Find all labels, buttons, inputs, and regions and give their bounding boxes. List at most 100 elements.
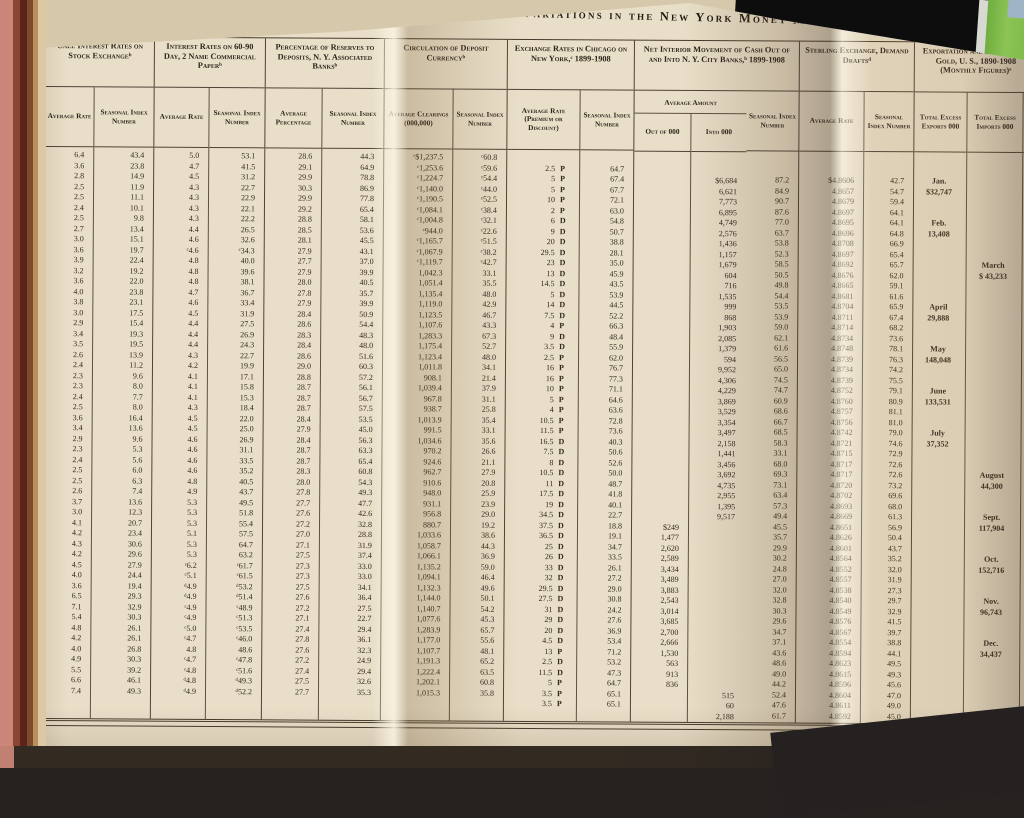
- column-call_avg: Average Rate 6.4 3.6 2.8 2.5 2.5 2.4 2.5 2.7 3.0 3…: [42, 87, 94, 718]
- cell: 21.4: [481, 373, 496, 383]
- cell: 22.9: [240, 193, 256, 203]
- cell: 39.6: [240, 266, 255, 276]
- cell: [799, 155, 863, 166]
- cell: 45.6: [887, 680, 902, 690]
- cell: [912, 565, 964, 576]
- cell: 65.2: [480, 656, 495, 666]
- cell: [914, 155, 966, 166]
- cell: 4.8601: [829, 543, 852, 553]
- cell: ᵈ4.9: [184, 591, 197, 601]
- month-label: April: [929, 302, 948, 312]
- cell: 27.9: [481, 467, 496, 477]
- month-label: March: [981, 260, 1005, 270]
- column-header-imp: Total Excess Imports 000: [967, 92, 1023, 153]
- column-body-call_avg: 6.4 3.6 2.8 2.5 2.5 2.4 2.5 2.7 3.0 3.6 3.9 3.2 3.6 4…: [42, 147, 93, 717]
- cell: 3,014: [660, 606, 679, 616]
- cell: 5.3: [187, 507, 198, 517]
- cell: 3,883: [660, 585, 679, 595]
- column-header-int_idx: Seasonal Index Number: [746, 91, 799, 152]
- column-body-int_idx: 87.2 84.9 90.7 87.6 77.0 63.7 53.8 52.3 58.5 50.5…: [743, 151, 798, 721]
- cell: [964, 660, 1019, 671]
- cell: 49.5: [239, 497, 254, 507]
- cell: 28.0: [297, 277, 312, 287]
- month-label: Nov.: [983, 596, 999, 606]
- cell: 30.2: [772, 553, 787, 563]
- cell: [913, 418, 965, 429]
- cell: 65.4: [359, 204, 374, 214]
- cell: 6.5: [71, 591, 82, 601]
- column-body-exp: Jan. $32,747 Feb. 13,408 April 29,888 May 148,0…: [911, 152, 966, 722]
- cell: 34.7: [772, 626, 787, 637]
- cell: 20 D: [546, 237, 566, 247]
- cell: 28.3: [297, 330, 312, 340]
- cell: [911, 617, 963, 628]
- cell: 27.8: [297, 288, 312, 298]
- cell: 4.8760: [830, 396, 853, 406]
- cell: [967, 219, 1022, 230]
- cell: 32.0: [772, 584, 787, 595]
- column-header-stg_idx: Seasonal Index Number: [864, 92, 914, 153]
- cell: 2.5: [74, 181, 85, 191]
- cell: 29.0: [296, 361, 312, 371]
- cell: 913: [666, 669, 679, 679]
- cell: [634, 218, 690, 229]
- cell: [1020, 681, 1024, 692]
- cell: [967, 208, 1022, 219]
- cell: 12.3: [128, 507, 143, 517]
- cell: 37.0: [359, 256, 374, 267]
- cell: ᵈ4.8: [183, 675, 197, 685]
- cell: 81.0: [888, 417, 903, 427]
- cell: 5.0: [189, 150, 200, 160]
- cell: 29.6: [127, 549, 142, 559]
- cell: 4,735: [717, 480, 736, 490]
- cell: 38.8: [609, 237, 624, 247]
- cell: 27.1: [295, 540, 310, 550]
- cell: 13.6: [128, 423, 143, 433]
- cell: 27.5: [357, 603, 372, 613]
- cell: 4.1: [187, 371, 198, 381]
- cell: 6.6: [71, 675, 82, 685]
- cell: [632, 459, 688, 470]
- cell: 28.7: [296, 403, 311, 413]
- month-label: Oct.: [984, 554, 999, 564]
- cell: 27.5: [240, 319, 255, 329]
- cell: 1,202.1: [416, 677, 441, 687]
- column-header-call_avg: Average Rate: [45, 87, 94, 148]
- cell: 4.3: [188, 213, 199, 223]
- table-group: Percentage of Reserves to Deposits, N. Y…: [260, 38, 384, 721]
- cell: 1,011.8: [418, 362, 443, 372]
- cell: 43.5: [609, 279, 624, 289]
- cell: 29.3: [127, 591, 142, 601]
- cell: [633, 396, 689, 407]
- cell: [914, 197, 966, 208]
- cell: 28.4: [297, 340, 312, 350]
- cell: 63.4: [773, 490, 788, 500]
- cell: 40.0: [240, 256, 255, 266]
- cell: [689, 575, 744, 586]
- cell: 4.8676: [831, 270, 854, 280]
- cell: 27.7: [296, 498, 311, 508]
- cell: 22.7: [357, 613, 372, 624]
- cell: ᶜ54.4: [481, 173, 498, 183]
- column-header-chi_idx: Seasonal Index Number: [580, 90, 634, 151]
- cell: 26.9: [239, 434, 254, 444]
- cell: 74.2: [888, 365, 904, 375]
- cell: 68.5: [773, 427, 788, 437]
- cell: 54.7: [890, 186, 905, 196]
- cell: 27.6: [295, 645, 310, 655]
- cell: 4.8557: [829, 574, 852, 584]
- cell: 28.5: [297, 225, 312, 235]
- column-out: Out of 000 $249 1,477 2,620 2,589 3,434 3,489 3…: [631, 113, 691, 722]
- cell: 3.6: [73, 276, 84, 286]
- cell: 57.5: [358, 403, 373, 414]
- cell: 11.1: [130, 192, 145, 202]
- cell: 43.7: [239, 487, 254, 497]
- cell: [633, 354, 689, 365]
- cell: ᵈ49.3: [235, 676, 253, 686]
- cell: 78.1: [889, 344, 904, 354]
- cell: 4.8626: [829, 532, 852, 542]
- cell: 27.4: [295, 666, 310, 676]
- column-body-res_avg: 28.6 29.1 29.9 30.3 29.9 29.2 28.8 28.5 28.1 27.9…: [262, 148, 321, 718]
- cell: 47.3: [607, 667, 622, 678]
